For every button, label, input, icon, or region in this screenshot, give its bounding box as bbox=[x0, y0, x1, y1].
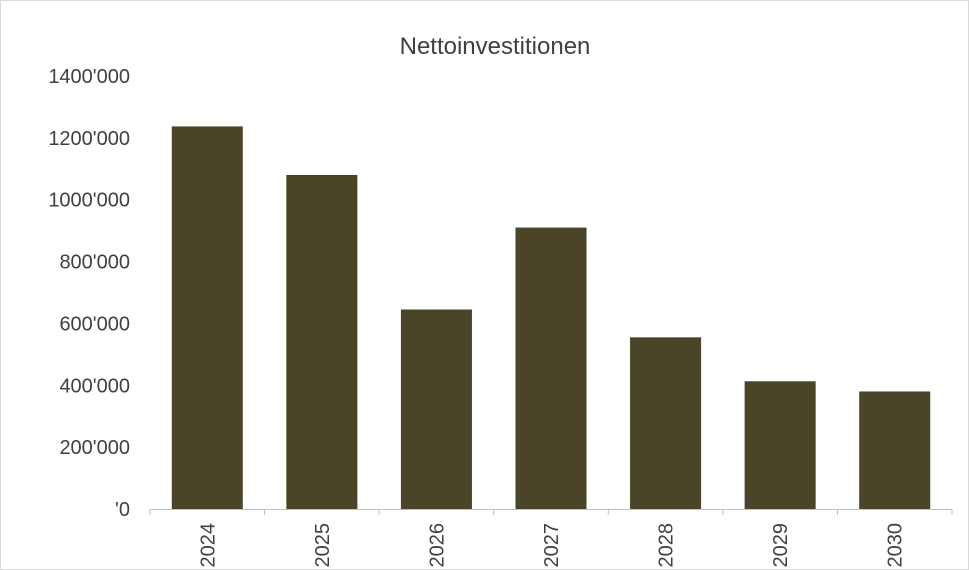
bars-group bbox=[171, 126, 931, 510]
y-tick-label: 1400'000 bbox=[48, 66, 130, 88]
y-tick-label: 200'000 bbox=[59, 437, 130, 459]
x-tick-label: 2028 bbox=[656, 523, 678, 568]
bar-2030 bbox=[859, 391, 931, 509]
x-tick-label: 2026 bbox=[426, 523, 448, 568]
y-tick-label: 800'000 bbox=[59, 252, 130, 274]
x-tick-label: 2029 bbox=[770, 523, 792, 568]
y-tick-label: '0 bbox=[115, 499, 130, 521]
x-tick-label: 2024 bbox=[197, 523, 219, 568]
bar-2025 bbox=[286, 174, 358, 509]
x-tick-label: 2025 bbox=[312, 523, 334, 568]
y-axis: '0 200'000 400'000 600'000 800'000 1000'000 12… bbox=[48, 66, 130, 521]
bar-2024 bbox=[171, 126, 243, 509]
y-tick-label: 400'000 bbox=[59, 375, 130, 397]
y-tick-label: 1200'000 bbox=[48, 128, 130, 150]
x-axis: 2024 2025 2026 2027 2028 2029 2030 bbox=[149, 509, 953, 568]
y-tick-label: 600'000 bbox=[59, 313, 130, 335]
chart-title: Nettoinvestitionen bbox=[400, 33, 591, 60]
y-tick-label: 1000'000 bbox=[48, 190, 130, 212]
bar-2029 bbox=[744, 381, 816, 509]
bar-2028 bbox=[630, 337, 702, 509]
bar-2026 bbox=[400, 309, 472, 509]
bar-2027 bbox=[515, 227, 587, 510]
x-tick-label: 2027 bbox=[541, 523, 563, 568]
x-tick-label: 2030 bbox=[885, 523, 907, 568]
